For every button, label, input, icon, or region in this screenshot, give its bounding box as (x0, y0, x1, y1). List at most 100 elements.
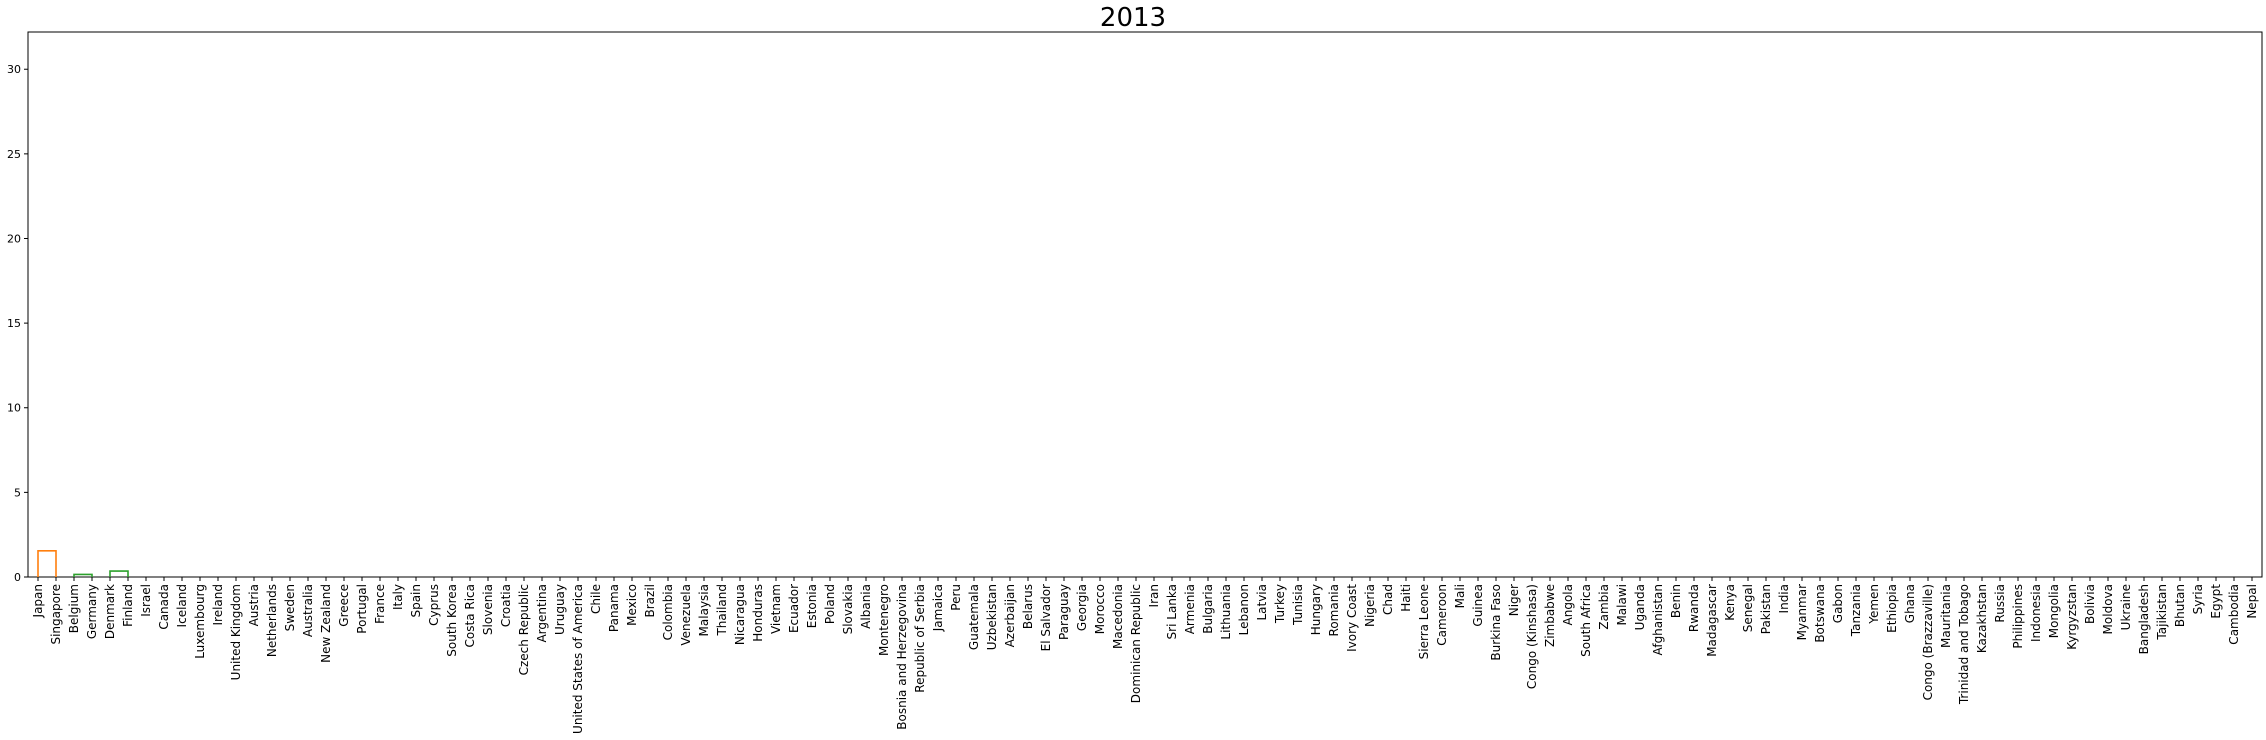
leaf-label: Cambodia (2227, 584, 2241, 645)
leaf-label: Iceland (175, 584, 189, 627)
leaf-label: Kyrgyzstan (2065, 584, 2079, 650)
leaf-label: Poland (823, 584, 837, 624)
leaf-label: Lebanon (1237, 584, 1251, 635)
leaf-label: New Zealand (319, 584, 333, 663)
leaf-label: Zimbabwe (1543, 584, 1557, 647)
leaf-label: Nicaragua (733, 584, 747, 645)
leaf-label: Mauritania (1939, 584, 1953, 648)
leaf-label: Bhutan (2173, 584, 2187, 627)
leaf-label: Albania (859, 584, 873, 629)
y-tick-label: 25 (7, 148, 21, 161)
leaf-label: Colombia (661, 584, 675, 640)
leaf-label: Mali (1453, 584, 1467, 608)
leaf-label: Chad (1381, 584, 1395, 615)
leaf-label: Ethiopia (1885, 584, 1899, 633)
leaf-label: Bulgaria (1201, 584, 1215, 634)
leaf-label: Uruguay (553, 584, 567, 635)
leaf-label: Montenegro (877, 584, 891, 656)
leaf-label: Haiti (1399, 584, 1413, 612)
leaf-label: Burkina Faso (1489, 584, 1503, 661)
leaf-label: Republic of Serbia (913, 584, 927, 693)
leaf-label: Guinea (1471, 584, 1485, 627)
leaf-label: Dominican Republic (1129, 584, 1143, 703)
y-tick-label: 5 (14, 486, 21, 499)
leaf-label: Germany (85, 584, 99, 639)
leaf-label: Czech Republic (517, 584, 531, 675)
y-tick-label: 15 (7, 317, 21, 330)
leaf-label: Tanzania (1849, 584, 1863, 637)
leaf-label: Peru (949, 584, 963, 611)
leaf-label: Botswana (1813, 584, 1827, 643)
leaf-label: Chile (589, 584, 603, 614)
leaf-label: Malaysia (697, 584, 711, 636)
leaf-label: Ukraine (2119, 584, 2133, 630)
leaf-label: Bangladesh (2137, 584, 2151, 654)
leaf-label: Sri Lanka (1165, 584, 1179, 639)
leaf-label: El Salvador (1039, 584, 1053, 651)
leaf-label: Malawi (1615, 584, 1629, 626)
leaf-label: Ghana (1903, 584, 1917, 623)
leaf-label: Morocco (1093, 584, 1107, 634)
chart-title: 2013 (1100, 3, 1166, 33)
leaf-label: Tajikistan (2155, 584, 2169, 641)
leaf-label: Latvia (1255, 584, 1269, 621)
leaf-label: Japan (31, 584, 45, 618)
leaf-label: United Kingdom (229, 584, 243, 680)
leaf-label: Slovenia (481, 584, 495, 635)
leaf-label: Nigeria (1363, 584, 1377, 627)
leaf-label: South Africa (1579, 584, 1593, 657)
leaf-label: Brazil (643, 584, 657, 618)
leaf-label: Moldova (2101, 584, 2115, 634)
leaf-label: Macedonia (1111, 584, 1125, 649)
leaf-label: Jamaica (931, 584, 945, 632)
leaf-label: Armenia (1183, 584, 1197, 634)
leaf-label: Sierra Leone (1417, 584, 1431, 659)
leaf-label: Spain (409, 584, 423, 618)
leaf-label: Estonia (805, 584, 819, 628)
leaf-label: France (373, 584, 387, 624)
leaf-label: Israel (139, 584, 153, 617)
leaf-label: Afghanistan (1651, 584, 1665, 655)
leaf-label: Singapore (49, 584, 63, 645)
y-tick-label: 30 (7, 63, 21, 76)
leaf-label: Croatia (499, 584, 513, 627)
leaf-label: India (1777, 584, 1791, 613)
leaf-label: Syria (2191, 584, 2205, 614)
leaf-label: Angola (1561, 584, 1575, 625)
leaf-labels: Japan Singapore Belgium Germany Denmark Finla… (31, 577, 2259, 734)
leaf-label: Lithuania (1219, 584, 1233, 640)
leaf-label: Ireland (211, 584, 225, 626)
leaf-label: Guatemala (967, 584, 981, 650)
leaf-label: Zambia (1597, 584, 1611, 630)
leaf-label: Congo (Kinshasa) (1525, 584, 1539, 689)
leaf-label: Cyprus (427, 584, 441, 626)
leaf-label: Belarus (1021, 584, 1035, 629)
leaf-label: South Korea (445, 584, 459, 657)
leaf-label: Costa Rica (463, 584, 477, 647)
leaf-label: Slovakia (841, 584, 855, 634)
leaf-label: Romania (1327, 584, 1341, 636)
leaf-label: Indonesia (2029, 584, 2043, 642)
leaf-label: Rwanda (1687, 584, 1701, 632)
leaf-label: Pakistan (1759, 584, 1773, 634)
y-tick-label: 0 (14, 571, 21, 584)
leaf-label: Tunisia (1291, 584, 1305, 626)
leaf-label: Azerbaijan (1003, 584, 1017, 647)
leaf-label: Gabon (1831, 584, 1845, 623)
dendrogram-link (109, 570, 129, 577)
leaf-label: Portugal (355, 584, 369, 634)
leaf-label: Ecuador (787, 584, 801, 633)
leaf-label: Panama (607, 584, 621, 632)
leaf-label: Iran (1147, 584, 1161, 607)
dendrogram-link (73, 573, 93, 577)
y-axis: 0 5 10 15 20 25 30 (7, 63, 28, 584)
leaf-label: Mexico (625, 584, 639, 626)
plot-frame (27, 31, 2263, 578)
leaf-label: Nepal (2245, 584, 2259, 619)
leaf-label: Philippines (2011, 584, 2025, 649)
leaf-label: Kenya (1723, 584, 1737, 621)
leaf-label: Luxembourg (193, 584, 207, 659)
leaf-label: Bolivia (2083, 584, 2097, 624)
leaf-label: Thailand (715, 584, 729, 637)
leaf-label: Netherlands (265, 584, 279, 657)
